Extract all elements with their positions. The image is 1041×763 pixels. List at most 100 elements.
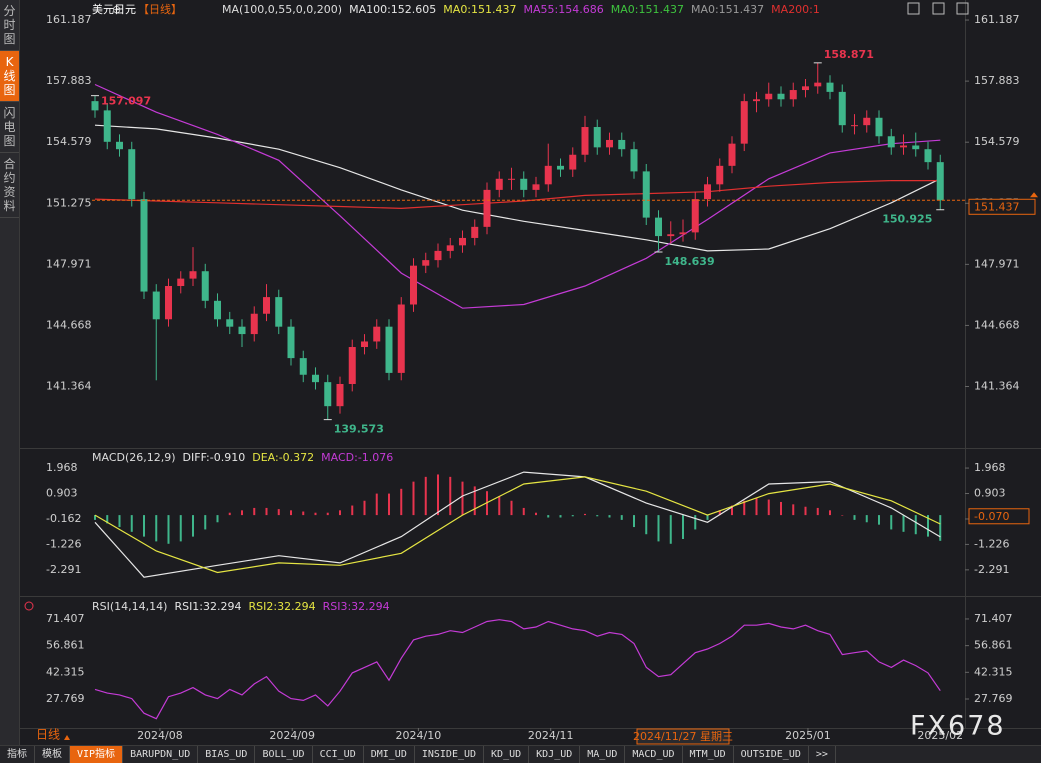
macd-bar: [645, 515, 648, 535]
y-tick-label: 144.668: [46, 318, 92, 331]
legend-entry: MA(100,0,55,0,0,200): [222, 3, 342, 16]
macd-bar: [314, 512, 317, 516]
separator: [20, 728, 1041, 729]
macd-bar: [902, 515, 905, 532]
macd-bar: [608, 515, 611, 518]
toolbar-item[interactable]: 指标: [0, 746, 35, 763]
candle-body: [495, 178, 503, 190]
toolbar-item[interactable]: BIAS_UD: [198, 746, 256, 763]
price-arrow: [1030, 192, 1038, 198]
macd-bar: [265, 507, 268, 516]
toolbar-item[interactable]: MACD_UD: [625, 746, 683, 763]
candle-body: [250, 313, 258, 335]
candle-body: [851, 125, 858, 127]
toolbar-item[interactable]: DMI_UD: [364, 746, 415, 763]
side-tab[interactable]: 合约资料: [0, 153, 19, 218]
legend-entry: MA0:151.437: [443, 3, 516, 16]
toolbar-item[interactable]: BOLL_UD: [255, 746, 313, 763]
macd-bar: [780, 501, 782, 516]
candle-body: [704, 184, 711, 200]
macd-bar: [400, 488, 403, 516]
y-tick-label: -0.162: [46, 512, 81, 525]
icon[interactable]: [24, 601, 34, 611]
macd-bar: [596, 515, 599, 517]
y-tick-label: 154.579: [974, 135, 1020, 148]
period[interactable]: 日线: [36, 728, 60, 742]
macd-bar: [706, 515, 709, 520]
macd-bar: [277, 509, 280, 516]
macd-bar: [853, 515, 856, 520]
side-tab[interactable]: 闪电图: [0, 102, 19, 153]
legend-entry: MA55:154.686: [524, 3, 604, 16]
y-tick-label: 0.903: [974, 487, 1006, 500]
macd-bar: [939, 515, 942, 541]
macd-bar: [339, 510, 341, 516]
candle-body: [348, 347, 356, 384]
macd-bar: [118, 515, 121, 528]
chart-title: 美元日元: [92, 3, 136, 16]
macd-bar: [94, 515, 96, 520]
macd-bar: [363, 500, 366, 516]
cursor-label: -0.070: [974, 510, 1009, 523]
candle-body: [887, 136, 895, 148]
macd-bar: [437, 474, 439, 516]
candle-body: [152, 291, 160, 320]
icon[interactable]: [932, 2, 945, 15]
y-tick-label: 71.407: [974, 612, 1013, 625]
line: [94, 83, 941, 309]
candle-body: [765, 93, 773, 100]
macd-bar: [571, 515, 574, 517]
candle-body: [471, 226, 479, 238]
macd-bar: [927, 515, 929, 537]
macd-bar: [694, 515, 697, 530]
candle-body: [691, 199, 699, 233]
toolbar-item[interactable]: 模板: [35, 746, 70, 763]
toolbar-item[interactable]: MA_UD: [580, 746, 626, 763]
toolbar-item[interactable]: CCI_UD: [313, 746, 364, 763]
candle-body: [826, 82, 834, 92]
extreme-label: 148.639: [665, 255, 715, 268]
macd-bar: [865, 515, 868, 523]
candle-body: [165, 286, 172, 320]
candle-body: [912, 145, 920, 150]
macd-bar: [718, 510, 721, 516]
macd-bar: [792, 504, 795, 516]
x-tick-label: 2025/01: [785, 729, 831, 742]
toolbar-item[interactable]: OUTSIDE_UD: [734, 746, 809, 763]
legend-entry: RSI2:32.294: [249, 600, 316, 613]
macd-bar: [829, 510, 831, 516]
candle-body: [177, 278, 185, 287]
line: [94, 619, 941, 720]
line: [94, 124, 941, 252]
toolbar-item[interactable]: VIP指标: [70, 746, 124, 763]
candle-body: [936, 162, 944, 201]
candle-body: [434, 250, 442, 261]
toolbar-item[interactable]: KD_UD: [484, 746, 530, 763]
y-tick-label: -2.291: [974, 563, 1009, 576]
macd-bar: [351, 505, 354, 516]
period-label: 【日线】: [138, 2, 182, 16]
y-tick-label: 27.769: [46, 692, 85, 705]
y-tick-label: -1.226: [974, 537, 1009, 550]
candle-body: [802, 86, 809, 91]
icon[interactable]: [907, 2, 920, 15]
toolbar-item[interactable]: INSIDE_UD: [415, 746, 485, 763]
y-tick-label: 56.861: [974, 639, 1013, 652]
side-tab[interactable]: 分时图: [0, 0, 19, 51]
y-tick-label: 157.883: [974, 74, 1020, 87]
macd-bar: [731, 505, 733, 516]
macd-bar: [130, 515, 133, 532]
macd-bar: [241, 510, 243, 516]
toolbar-item[interactable]: >>: [809, 746, 836, 763]
candle-body: [201, 271, 209, 301]
macd-bar: [584, 513, 586, 516]
y-tick-label: 144.668: [974, 318, 1020, 331]
toolbar-item[interactable]: MTM_UD: [683, 746, 734, 763]
toolbar-item[interactable]: BARUPDN_UD: [123, 746, 199, 763]
icon[interactable]: [956, 2, 969, 15]
side-tab[interactable]: K线图: [0, 51, 19, 102]
cursor-date-box: [636, 728, 730, 745]
macd-bar: [522, 507, 525, 516]
toolbar-item[interactable]: KDJ_UD: [529, 746, 581, 763]
x-tick-label: 2024/09: [269, 729, 315, 742]
